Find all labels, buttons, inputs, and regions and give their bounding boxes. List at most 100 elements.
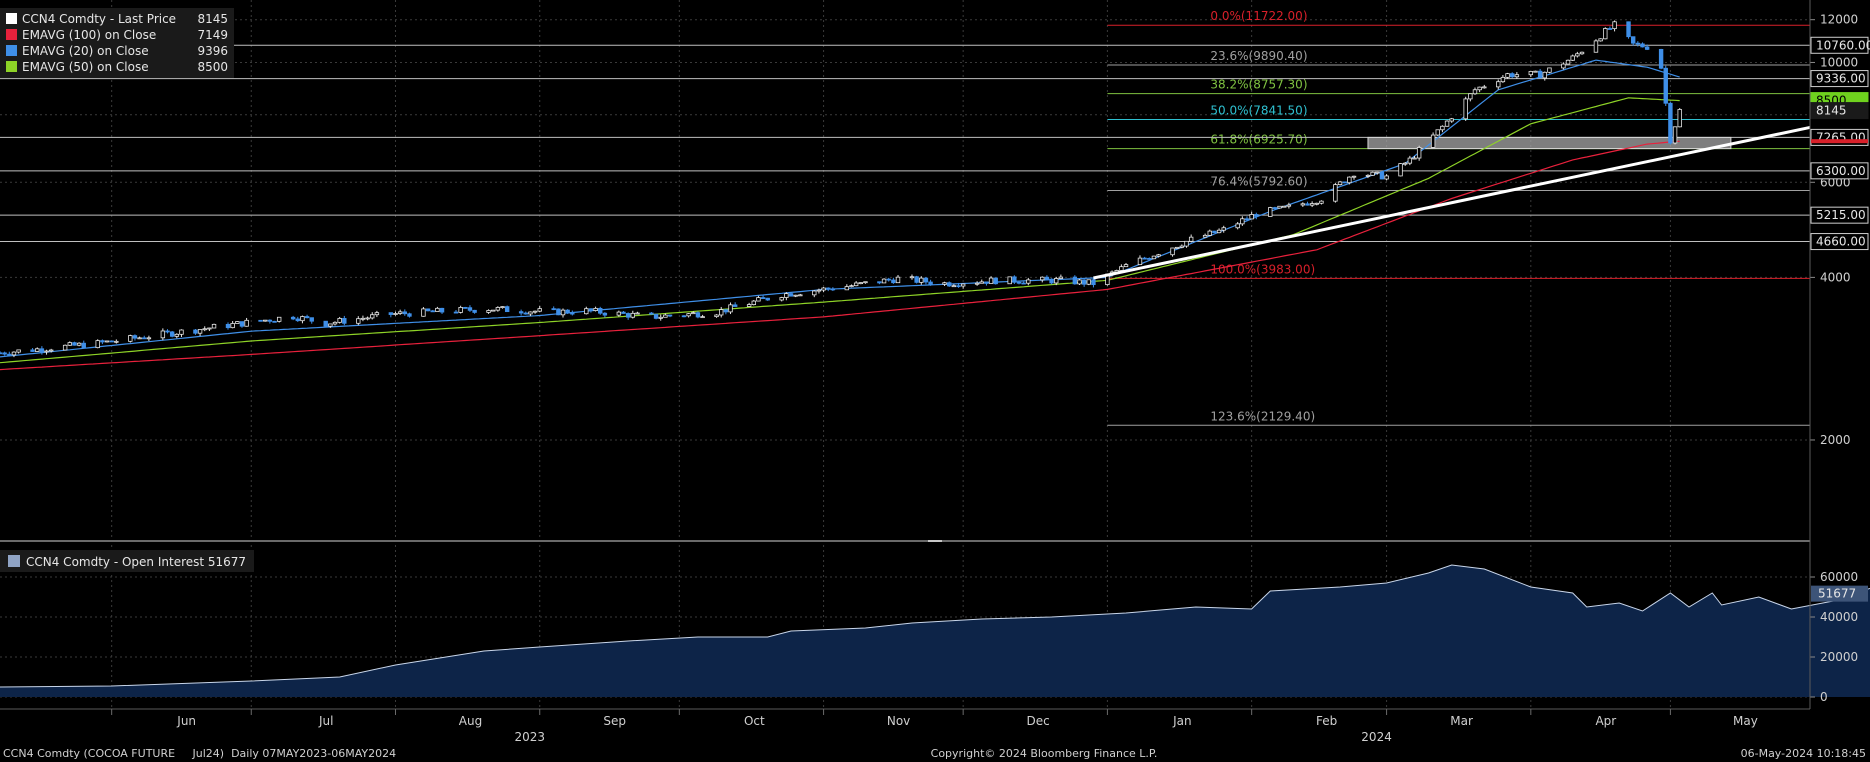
ema100-marker — [1811, 139, 1868, 144]
candle-body — [1565, 59, 1571, 65]
candle-body — [1384, 175, 1389, 180]
candle-body — [430, 310, 435, 313]
candle-body — [304, 316, 310, 319]
candle-body — [1286, 204, 1292, 207]
candle-body — [1272, 207, 1278, 209]
legend-label-ema20: EMAVG (20) on Close — [22, 44, 149, 58]
legend-swatch-last-price — [6, 13, 17, 24]
candle-body — [239, 321, 245, 327]
candle-body — [584, 308, 589, 315]
candle-body — [1575, 53, 1580, 57]
candle-body — [830, 288, 836, 291]
fib-label-7: 123.6%(2129.40) — [1210, 409, 1315, 423]
candle-body — [1468, 93, 1473, 100]
candle-body — [616, 311, 622, 316]
candle-body — [1472, 89, 1478, 95]
candle-body — [765, 297, 770, 301]
x-tick-label-feb: Feb — [1316, 714, 1337, 728]
candle-body — [1077, 279, 1082, 285]
legend-item-ema20[interactable]: EMAVG (20) on Close 9396 — [6, 44, 228, 58]
candle-body — [439, 307, 445, 313]
trendline-line[interactable] — [1093, 125, 1811, 280]
candle-body — [1370, 171, 1375, 176]
candle-body — [1398, 163, 1403, 177]
x-tick-label-may: May — [1733, 714, 1758, 728]
candle-body — [337, 318, 342, 323]
fib-label-1: 23.6%(9890.40) — [1210, 49, 1307, 63]
legend-item-ema50[interactable]: EMAVG (50) on Close 8500 — [6, 60, 228, 74]
candle-body — [165, 330, 170, 333]
oi-legend[interactable]: CCN4 Comdty - Open Interest 51677 — [0, 550, 254, 572]
candle-body — [1072, 276, 1078, 285]
candle-body — [1081, 279, 1087, 285]
candle-body — [1612, 21, 1617, 30]
candle-body — [1277, 205, 1282, 209]
legend-value-ema50: 8500 — [197, 60, 228, 74]
ema-line-1[interactable] — [0, 97, 1680, 364]
candle-body — [137, 337, 142, 340]
footer-security: CCN4 Comdty (COCOA FUTURE Jul24) Daily 0… — [3, 747, 396, 760]
candle-body — [849, 285, 854, 288]
candle-body — [360, 317, 366, 320]
right-label-text: 8145 — [1816, 104, 1847, 118]
candle-body — [877, 281, 882, 284]
candle-body — [174, 333, 180, 337]
candle-body — [421, 308, 426, 317]
price-right-labels: 10760.009336.00850081457265.006300.00521… — [1810, 36, 1870, 251]
candle-body — [1658, 49, 1664, 69]
candle-body — [435, 307, 440, 313]
x-tick-label-dec: Dec — [1027, 714, 1050, 728]
candle-body — [1593, 40, 1599, 53]
candle-body — [1677, 109, 1682, 128]
fib-label-3: 50.0%(7841.50) — [1210, 103, 1307, 117]
candle-body — [342, 318, 347, 324]
legend-item-last-price[interactable]: CCN4 Comdty - Last Price 8145 — [6, 12, 228, 26]
candle-body — [486, 310, 491, 313]
candle-body — [365, 317, 370, 320]
candle-body — [1514, 74, 1520, 78]
candle-body — [1151, 255, 1157, 260]
candle-body — [1630, 36, 1636, 44]
candle-body — [853, 282, 859, 287]
right-label-box — [1810, 36, 1869, 54]
candle-body — [667, 314, 673, 317]
candle-body — [570, 312, 575, 315]
candle-body — [858, 282, 863, 285]
candle-body — [1021, 282, 1026, 285]
candle-body — [1188, 236, 1194, 242]
candle-body — [1016, 281, 1022, 284]
candle-body — [1049, 278, 1054, 284]
candle-body — [788, 293, 794, 297]
candle-body — [1254, 214, 1259, 217]
candle-body — [491, 309, 496, 312]
ema-line-0[interactable] — [0, 140, 1680, 371]
candle-body — [1147, 258, 1152, 260]
legend-item-ema100[interactable]: EMAVG (100) on Close 7149 — [6, 28, 228, 42]
candle-body — [225, 323, 231, 329]
candle-body — [598, 307, 603, 314]
legend-value-last-price: 8145 — [197, 12, 228, 26]
candle-body — [0, 352, 3, 355]
fib-label-0: 0.0%(11722.00) — [1210, 9, 1307, 23]
candle-body — [1184, 240, 1189, 247]
y-tick-label: 2000 — [1820, 433, 1851, 447]
candle-body — [528, 311, 533, 315]
candle-body — [560, 309, 566, 316]
candle-body — [211, 323, 217, 329]
candle-body — [798, 294, 803, 297]
candle-body — [30, 349, 35, 352]
candle-body — [332, 321, 338, 325]
candle-body — [719, 309, 724, 316]
fib-label-2: 38.2%(8757.30) — [1210, 78, 1307, 92]
right-label-box — [1810, 162, 1869, 180]
candle-body — [1672, 126, 1678, 144]
candle-body — [895, 276, 901, 284]
candle-body — [258, 319, 263, 322]
right-label-text: 6300.00 — [1816, 164, 1866, 178]
candle-body — [16, 349, 21, 353]
candle-body — [1156, 254, 1161, 257]
price-legend: CCN4 Comdty - Last Price 8145 EMAVG (100… — [0, 8, 234, 78]
right-label-text: 9336.00 — [1816, 72, 1866, 86]
candle-body — [714, 314, 719, 318]
candle-body — [556, 308, 561, 316]
